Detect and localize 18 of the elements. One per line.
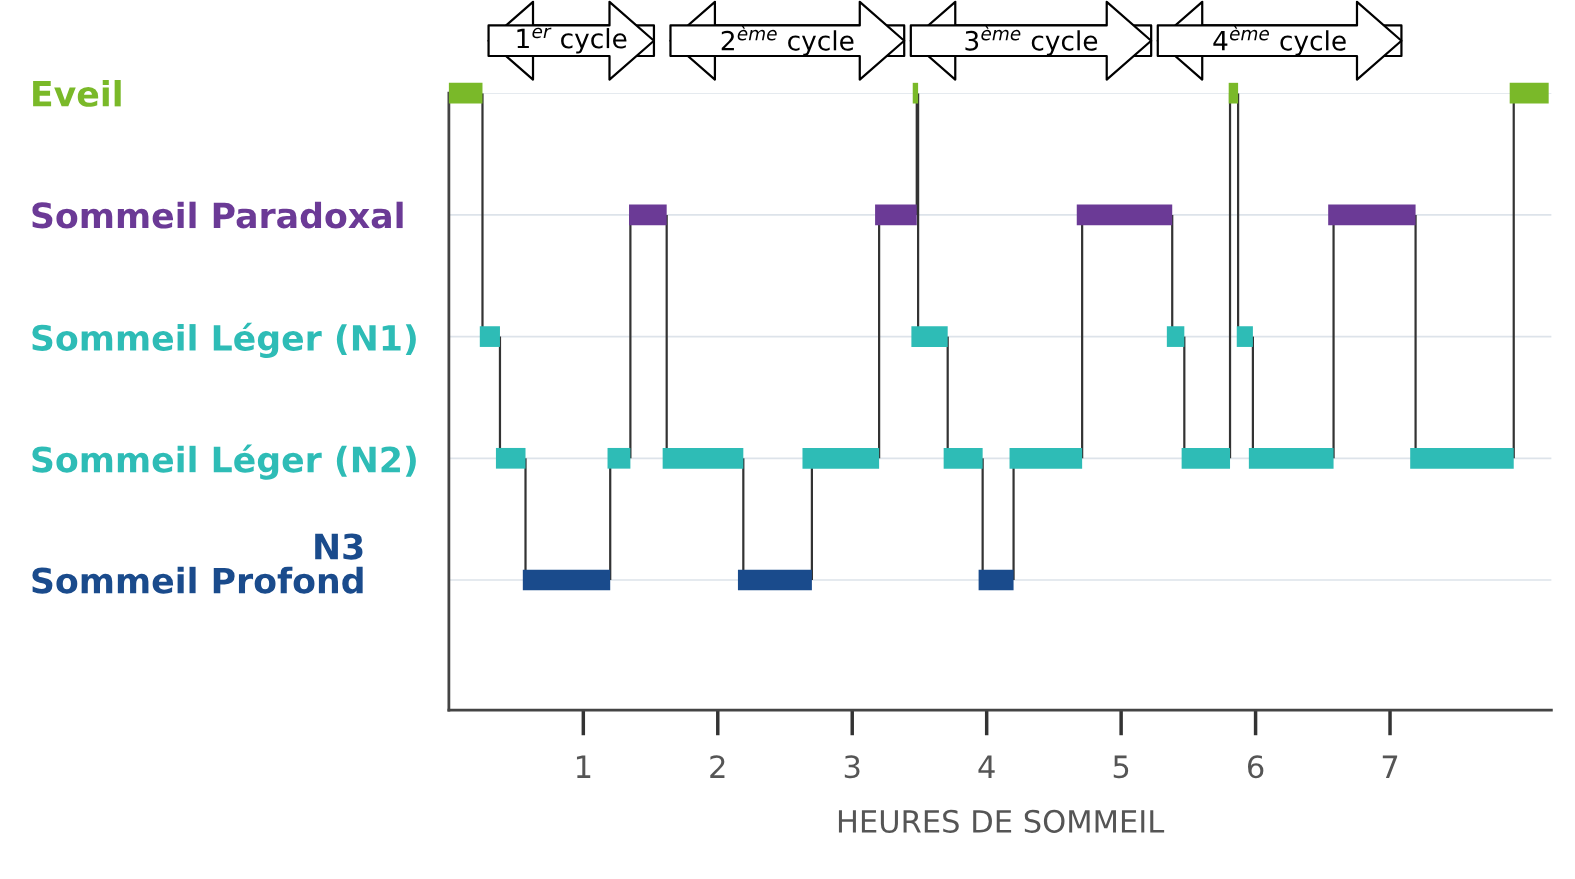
x-tick-label: 7 xyxy=(1382,755,1398,778)
x-tick-label: 2 xyxy=(710,755,725,778)
x-tick-label: 3 xyxy=(844,755,860,779)
y-tick-label: Eveil xyxy=(33,79,121,107)
x-tick-label: 1 xyxy=(576,755,591,778)
text: N3 xyxy=(315,533,363,560)
text: 4$^{ème}$ cycle xyxy=(1213,25,1346,56)
x-axis-title: HEURES DE SOMMEIL xyxy=(838,809,1165,833)
x-tick-label: 4 xyxy=(978,755,995,778)
y-tick-label: Sommeil Léger (N2) xyxy=(32,444,416,480)
y-tick-label: Sommeil Léger (N1) xyxy=(32,322,416,358)
x-tick-label: 5 xyxy=(1113,755,1129,779)
text: 3$^{ème}$ cycle xyxy=(965,25,1098,56)
x-tick-label: 6 xyxy=(1248,755,1264,779)
y-tick-label: Sommeil Paradoxal xyxy=(32,201,403,229)
y-tick-label: Sommeil Profond xyxy=(32,566,363,594)
text: 1$^{er}$ cycle xyxy=(517,27,627,54)
text: 2$^{ème}$ cycle xyxy=(721,25,854,56)
